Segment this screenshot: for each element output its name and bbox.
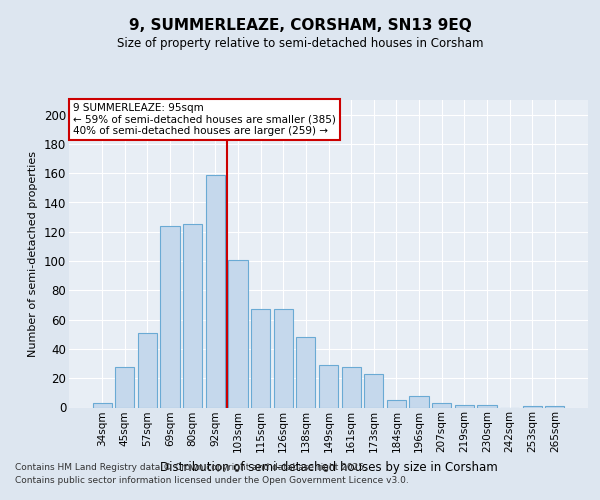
Bar [296, 337, 316, 407]
Text: Contains public sector information licensed under the Open Government Licence v3: Contains public sector information licen… [15, 476, 409, 485]
Bar [409, 396, 428, 407]
Bar [341, 366, 361, 408]
Bar [387, 400, 406, 407]
Bar [251, 310, 270, 408]
Bar [455, 404, 474, 407]
Bar [160, 226, 180, 408]
Bar [229, 260, 248, 408]
Bar [545, 406, 565, 407]
X-axis label: Distribution of semi-detached houses by size in Corsham: Distribution of semi-detached houses by … [160, 460, 497, 473]
Y-axis label: Number of semi-detached properties: Number of semi-detached properties [28, 151, 38, 357]
Bar [432, 403, 451, 407]
Text: 9, SUMMERLEAZE, CORSHAM, SN13 9EQ: 9, SUMMERLEAZE, CORSHAM, SN13 9EQ [128, 18, 472, 32]
Bar [364, 374, 383, 408]
Bar [523, 406, 542, 407]
Bar [274, 310, 293, 408]
Bar [319, 365, 338, 408]
Bar [183, 224, 202, 408]
Bar [477, 404, 497, 407]
Bar [206, 174, 225, 408]
Text: 9 SUMMERLEAZE: 95sqm
← 59% of semi-detached houses are smaller (385)
40% of semi: 9 SUMMERLEAZE: 95sqm ← 59% of semi-detac… [73, 103, 336, 136]
Text: Size of property relative to semi-detached houses in Corsham: Size of property relative to semi-detach… [117, 38, 483, 51]
Bar [115, 366, 134, 408]
Bar [92, 403, 112, 407]
Bar [138, 333, 157, 407]
Text: Contains HM Land Registry data © Crown copyright and database right 2025.: Contains HM Land Registry data © Crown c… [15, 462, 367, 471]
